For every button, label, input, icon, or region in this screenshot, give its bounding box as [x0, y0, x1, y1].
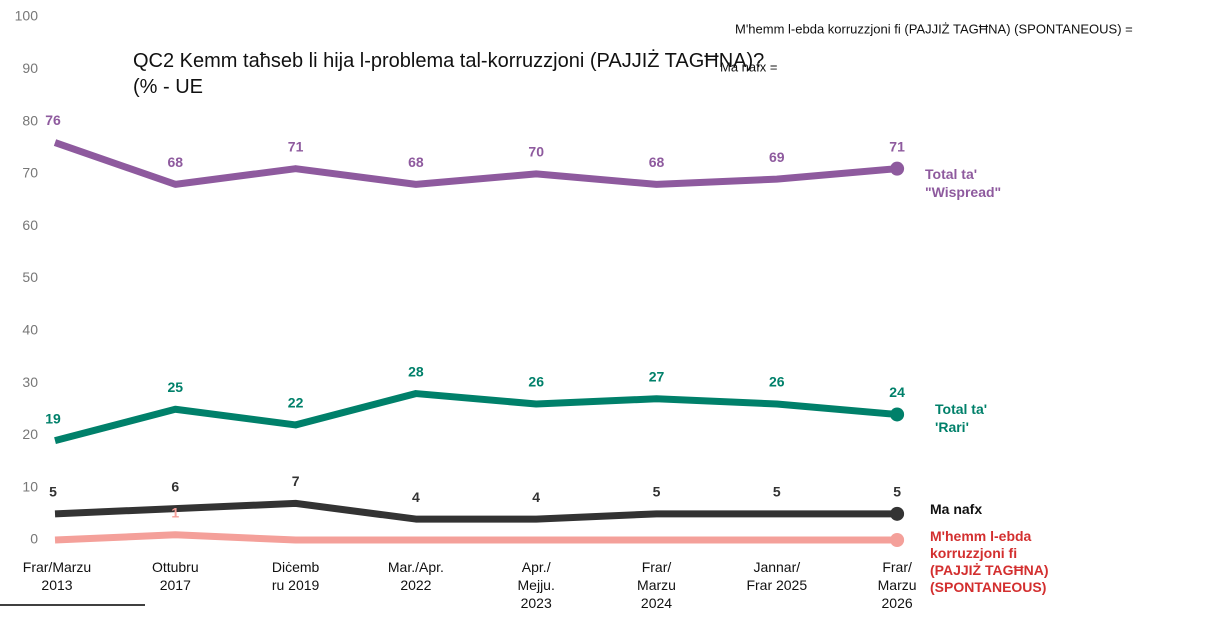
y-tick-label: 0	[30, 531, 38, 547]
data-label: 19	[45, 410, 61, 426]
legend-label: Ma nafx	[930, 501, 982, 517]
end-marker	[890, 407, 905, 422]
series-line	[53, 139, 898, 188]
data-label: 28	[408, 363, 424, 379]
end-marker	[890, 161, 905, 176]
data-label: 1	[171, 504, 179, 520]
data-label: 4	[532, 489, 540, 505]
x-tick-label: Jannar/Frar 2025	[746, 559, 807, 593]
y-tick-label: 10	[22, 478, 38, 494]
data-label: 69	[769, 149, 785, 165]
end-marker	[890, 533, 905, 547]
data-label: 6	[171, 478, 179, 494]
data-label: 5	[49, 484, 57, 500]
y-tick-label: 90	[22, 60, 38, 76]
data-label: 5	[773, 484, 781, 500]
data-label: 7	[292, 473, 300, 489]
data-label: 76	[45, 112, 61, 128]
annotation: Ma nafx =	[720, 59, 777, 74]
chart-title: QC2 Kemm taħseb li hija l-problema tal-k…	[133, 49, 764, 98]
data-label: 5	[893, 484, 901, 500]
end-marker	[890, 506, 905, 521]
data-label: 68	[168, 154, 184, 170]
x-tick-label: Apr./Mejju. 2023	[518, 559, 555, 611]
x-tick-label: Mar./Apr. 2022	[388, 559, 444, 593]
data-label: 4	[412, 489, 420, 505]
x-tick-label: Frar/Marzu 2024	[637, 559, 676, 611]
y-tick-label: 60	[22, 217, 38, 233]
data-label: 22	[288, 395, 304, 411]
data-label: 24	[889, 384, 905, 400]
y-tick-label: 50	[22, 269, 38, 285]
series-line	[54, 531, 898, 544]
data-label: 26	[528, 374, 544, 390]
x-tick-label: Ottubru 2017	[152, 559, 199, 593]
legend-label: Total ta' "Wispread"	[925, 166, 1001, 200]
y-tick-label: 20	[22, 426, 38, 442]
legend-label: M'hemm l-ebda korruzzjoni fi (PAJJIŻ TAGĦN…	[930, 528, 1048, 595]
data-label: 70	[528, 144, 544, 160]
y-tick-label: 80	[22, 112, 38, 128]
data-label: 71	[288, 138, 304, 154]
legend-label: Total ta' 'Rari'	[935, 401, 987, 435]
series-line	[54, 390, 898, 445]
y-tick-label: 40	[22, 322, 38, 338]
y-tick-label: 100	[15, 8, 39, 24]
data-label: 26	[769, 374, 785, 390]
y-tick-label: 70	[22, 165, 38, 181]
y-tick-label: 30	[22, 374, 38, 390]
data-label: 5	[653, 484, 661, 500]
annotation: M'hemm l-ebda korruzzjoni fi (PAJJIŻ TAG…	[735, 21, 1133, 36]
x-tick-label: Frar/Marzu 2013	[23, 559, 91, 593]
series-line	[54, 499, 898, 523]
data-label: 27	[649, 368, 665, 384]
data-label: 71	[889, 138, 905, 154]
data-label: 68	[649, 154, 665, 170]
data-label: 25	[168, 379, 184, 395]
data-label: 68	[408, 154, 424, 170]
x-tick-label: Frar/Marzu 2026	[878, 559, 917, 611]
x-tick-label: Diċemb ru 2019	[272, 559, 320, 593]
